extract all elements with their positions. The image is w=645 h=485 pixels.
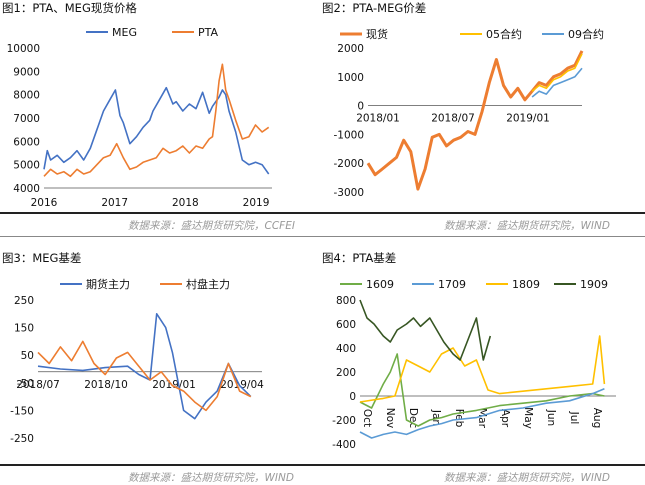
legend-label: PTA bbox=[198, 26, 218, 39]
chart4-source: 数据来源：盛达期货研究院，WIND bbox=[444, 472, 610, 484]
y-tick-label: -150 bbox=[10, 405, 34, 417]
y-tick-label: 600 bbox=[336, 319, 356, 331]
x-tick-label: 2018 bbox=[172, 197, 199, 209]
series-line bbox=[359, 335, 606, 403]
series-line bbox=[531, 67, 583, 98]
legend-label: 1609 bbox=[366, 278, 394, 291]
chart4-title: 图4：PTA基差 bbox=[322, 251, 397, 265]
y-tick-label: 400 bbox=[336, 343, 356, 355]
legend-label: 05合约 bbox=[486, 27, 522, 41]
y-tick-label: 50 bbox=[21, 350, 34, 362]
x-tick-label: 2017 bbox=[101, 197, 128, 209]
chart3-title: 图3：MEG基差 bbox=[2, 251, 82, 265]
y-tick-label: 5000 bbox=[13, 160, 40, 172]
y-tick-label: 200 bbox=[336, 367, 356, 379]
x-tick-label: Jun bbox=[545, 409, 557, 426]
series-line bbox=[37, 312, 252, 420]
x-tick-label: Dec bbox=[407, 408, 419, 429]
series-line bbox=[366, 50, 584, 191]
series-line bbox=[43, 63, 270, 178]
chart3-source: 数据来源：盛达期货研究院，WIND bbox=[128, 472, 294, 484]
chart2-title: 图2：PTA-MEG价差 bbox=[322, 1, 427, 15]
y-tick-label: 0 bbox=[349, 391, 356, 403]
chart1-source: 数据来源：盛达期货研究院，CCFEI bbox=[128, 220, 295, 232]
x-tick-label: Apr bbox=[499, 409, 511, 428]
y-tick-label: 0 bbox=[357, 101, 364, 113]
y-tick-label: 7000 bbox=[13, 113, 40, 125]
chart2-plot: -3000 -2000 -1000 0 1000 2000 2018/01 2018/07 20… bbox=[333, 27, 604, 199]
legend-label: 期货主力 bbox=[86, 277, 130, 291]
x-tick-label: 2019 bbox=[243, 197, 270, 209]
legend-label: 1809 bbox=[512, 278, 540, 291]
x-tick-label: Mar bbox=[476, 408, 488, 428]
y-tick-label: 250 bbox=[14, 295, 34, 307]
y-tick-label: 2000 bbox=[337, 43, 364, 55]
legend-label: 1709 bbox=[438, 278, 466, 291]
y-tick-label: 1000 bbox=[337, 72, 364, 84]
x-tick-label: Aug bbox=[591, 408, 603, 429]
chart1-title: 图1：PTA、MEG现货价格 bbox=[2, 1, 137, 15]
x-tick-label: 2016 bbox=[31, 197, 58, 209]
x-tick-label: 2018/07 bbox=[16, 379, 60, 391]
y-tick-label: -250 bbox=[10, 433, 34, 445]
chart2-source: 数据来源：盛达期货研究院，WIND bbox=[444, 220, 610, 232]
series-line bbox=[359, 353, 605, 427]
x-tick-label: 2019/01 bbox=[506, 113, 550, 125]
chart3-plot: -250 -150 -50 50 150 250 2018/07 2018/10 2019/01… bbox=[10, 277, 264, 445]
x-tick-label: 2018/07 bbox=[431, 113, 475, 125]
series-line bbox=[37, 340, 252, 412]
series-line bbox=[531, 53, 583, 92]
x-tick-label: Jul bbox=[568, 411, 580, 425]
y-tick-label: -3000 bbox=[333, 187, 364, 199]
y-tick-label: 150 bbox=[14, 323, 34, 335]
y-tick-label: -50 bbox=[17, 378, 34, 390]
legend-label: 1909 bbox=[580, 278, 608, 291]
y-tick-label: 800 bbox=[336, 295, 356, 307]
y-tick-label: -400 bbox=[332, 439, 356, 451]
y-tick-label: -1000 bbox=[333, 129, 364, 141]
middle-divider bbox=[0, 236, 645, 237]
x-tick-label: 2018/01 bbox=[356, 113, 400, 125]
y-tick-label: 9000 bbox=[13, 66, 40, 78]
x-tick-label: 2019/04 bbox=[220, 379, 264, 391]
y-tick-label: 4000 bbox=[13, 183, 40, 195]
series-line bbox=[43, 86, 270, 175]
x-tick-label: Nov bbox=[384, 408, 396, 429]
legend-label: 现货 bbox=[366, 27, 388, 41]
y-tick-label: 8000 bbox=[13, 90, 40, 102]
x-tick-label: 2019/01 bbox=[152, 379, 196, 391]
top-divider bbox=[0, 212, 645, 214]
x-tick-label: Oct bbox=[361, 409, 373, 427]
series-line bbox=[359, 388, 605, 439]
series-line bbox=[359, 299, 492, 361]
y-tick-label: 6000 bbox=[13, 136, 40, 148]
legend-label: MEG bbox=[112, 26, 137, 39]
y-tick-label: 10000 bbox=[7, 43, 40, 55]
x-tick-label: 2018/10 bbox=[84, 379, 128, 391]
legend-label: 09合约 bbox=[568, 27, 604, 41]
legend-label: 村盘主力 bbox=[186, 277, 230, 291]
chart1-plot: 4000 5000 6000 7000 8000 9000 10000 2016 2017 201… bbox=[7, 26, 272, 209]
y-tick-label: -200 bbox=[332, 415, 356, 427]
bottom-divider bbox=[0, 464, 645, 466]
x-tick-label: May bbox=[522, 407, 534, 429]
y-tick-label: -2000 bbox=[333, 158, 364, 170]
x-tick-label: Jan bbox=[430, 409, 442, 426]
